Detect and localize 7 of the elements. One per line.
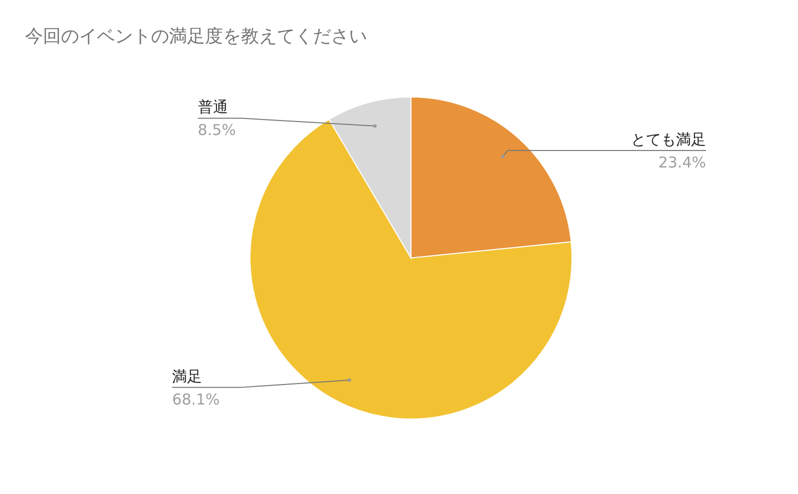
slice-label: 満足 — [172, 367, 202, 386]
slice-label: 普通 — [198, 98, 228, 116]
data-label: 68.1% — [172, 390, 220, 408]
data-label: 8.5% — [198, 121, 236, 140]
chart-title: 今回のイベントの満足度を教えてください — [25, 26, 367, 47]
slice-label: とても満足 — [631, 130, 706, 149]
data-label: 23.4% — [658, 154, 706, 172]
